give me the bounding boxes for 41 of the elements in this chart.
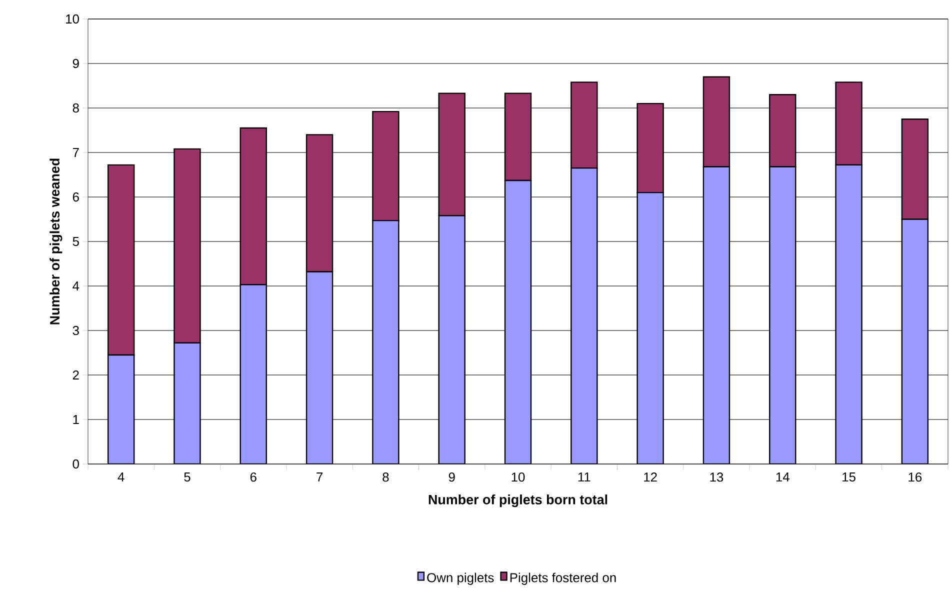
x-tick-label: 5 — [184, 472, 190, 482]
y-tick-label: 1 — [73, 415, 79, 424]
y-tick-label: 7 — [72, 148, 79, 157]
bar — [240, 284, 267, 464]
bar — [306, 271, 334, 464]
y-tick-label: 6 — [72, 192, 79, 202]
x-tick-label: 10 — [512, 472, 525, 482]
x-tick-label: 12 — [644, 472, 657, 482]
x-tick-label: 6 — [250, 472, 256, 482]
y-tick-label: 9 — [72, 58, 79, 68]
x-tick-label: 16 — [908, 472, 922, 482]
y-tick-label: 2 — [72, 370, 79, 380]
bar — [504, 180, 532, 464]
x-tick-label: 14 — [776, 472, 790, 482]
y-tick-label: 4 — [72, 282, 80, 290]
bar — [835, 164, 862, 464]
x-tick-label: 11 — [578, 472, 590, 482]
x-tick-label: 15 — [842, 472, 856, 482]
bar — [570, 167, 598, 464]
legend-label: Piglets fostered on — [510, 572, 616, 585]
y-axis-title: Number of piglets weaned — [50, 158, 62, 324]
x-axis-title: Number of piglets born total — [428, 494, 608, 508]
bar — [174, 342, 201, 464]
x-tick-label: 7 — [316, 472, 322, 482]
x-tick-label: 8 — [382, 472, 389, 482]
bar — [636, 192, 664, 464]
y-tick-label: 0 — [72, 459, 79, 469]
bar — [702, 166, 730, 464]
x-tick-label: 9 — [448, 472, 455, 482]
x-tick-label: 13 — [710, 472, 724, 482]
legend-label: Own piglets — [427, 572, 494, 585]
y-tick-label: 5 — [72, 236, 79, 246]
bar — [901, 218, 929, 464]
bar — [769, 166, 796, 464]
y-tick-label: 10 — [66, 14, 79, 24]
bar — [372, 220, 400, 464]
y-tick-label: 8 — [72, 103, 79, 113]
bar — [107, 354, 135, 464]
x-tick-label: 4 — [118, 472, 124, 482]
y-tick-label: 3 — [72, 326, 79, 336]
bar — [438, 215, 466, 464]
